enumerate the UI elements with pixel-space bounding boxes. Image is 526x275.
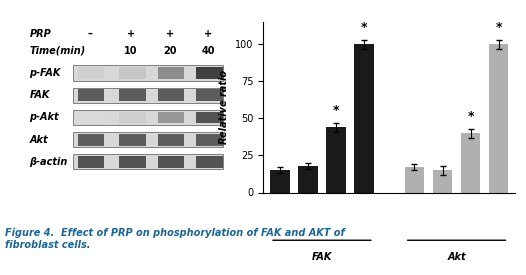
- Text: Figure 4.  Effect of PRP on phosphorylation of FAK and AKT of
fibroblast cells.: Figure 4. Effect of PRP on phosphorylati…: [5, 228, 345, 250]
- Text: –: –: [87, 29, 93, 39]
- Text: 40: 40: [202, 46, 215, 56]
- Text: *: *: [361, 21, 367, 34]
- Text: +: +: [166, 29, 174, 39]
- Text: PRP: PRP: [29, 29, 51, 39]
- Text: Akt: Akt: [447, 252, 466, 262]
- FancyBboxPatch shape: [78, 89, 105, 101]
- Text: p-FAK: p-FAK: [29, 68, 61, 78]
- FancyBboxPatch shape: [73, 154, 223, 169]
- Text: Akt: Akt: [29, 135, 48, 145]
- FancyBboxPatch shape: [119, 134, 146, 146]
- Bar: [404, 167, 424, 192]
- FancyBboxPatch shape: [196, 156, 223, 168]
- FancyBboxPatch shape: [73, 110, 223, 125]
- FancyBboxPatch shape: [78, 156, 105, 168]
- Bar: [270, 170, 290, 192]
- FancyBboxPatch shape: [196, 112, 223, 123]
- FancyBboxPatch shape: [158, 89, 184, 101]
- Text: 10: 10: [124, 46, 138, 56]
- FancyBboxPatch shape: [196, 134, 223, 146]
- Text: *: *: [467, 110, 474, 123]
- FancyBboxPatch shape: [158, 67, 184, 79]
- FancyBboxPatch shape: [73, 65, 223, 81]
- Bar: [354, 44, 374, 192]
- FancyBboxPatch shape: [119, 67, 146, 79]
- FancyBboxPatch shape: [119, 156, 146, 168]
- Bar: [433, 170, 452, 192]
- Bar: [461, 133, 480, 192]
- Y-axis label: Relative ratio: Relative ratio: [219, 70, 229, 144]
- Bar: [326, 127, 346, 192]
- Text: +: +: [127, 29, 135, 39]
- Text: FAK: FAK: [29, 90, 50, 100]
- FancyBboxPatch shape: [158, 134, 184, 146]
- Text: Time(min): Time(min): [29, 46, 86, 56]
- FancyBboxPatch shape: [196, 89, 223, 101]
- Text: +: +: [205, 29, 213, 39]
- FancyBboxPatch shape: [73, 88, 223, 103]
- Text: 20: 20: [163, 46, 177, 56]
- FancyBboxPatch shape: [119, 89, 146, 101]
- Text: β-actin: β-actin: [29, 157, 68, 167]
- Text: p-Akt: p-Akt: [29, 112, 59, 122]
- Bar: [298, 166, 318, 192]
- FancyBboxPatch shape: [158, 156, 184, 168]
- FancyBboxPatch shape: [78, 67, 105, 79]
- Text: FAK: FAK: [312, 252, 332, 262]
- Text: *: *: [495, 21, 502, 34]
- Text: *: *: [332, 104, 339, 117]
- FancyBboxPatch shape: [73, 132, 223, 147]
- FancyBboxPatch shape: [158, 112, 184, 123]
- Bar: [489, 44, 509, 192]
- FancyBboxPatch shape: [78, 134, 105, 146]
- FancyBboxPatch shape: [196, 67, 223, 79]
- FancyBboxPatch shape: [78, 112, 105, 123]
- FancyBboxPatch shape: [119, 112, 146, 123]
